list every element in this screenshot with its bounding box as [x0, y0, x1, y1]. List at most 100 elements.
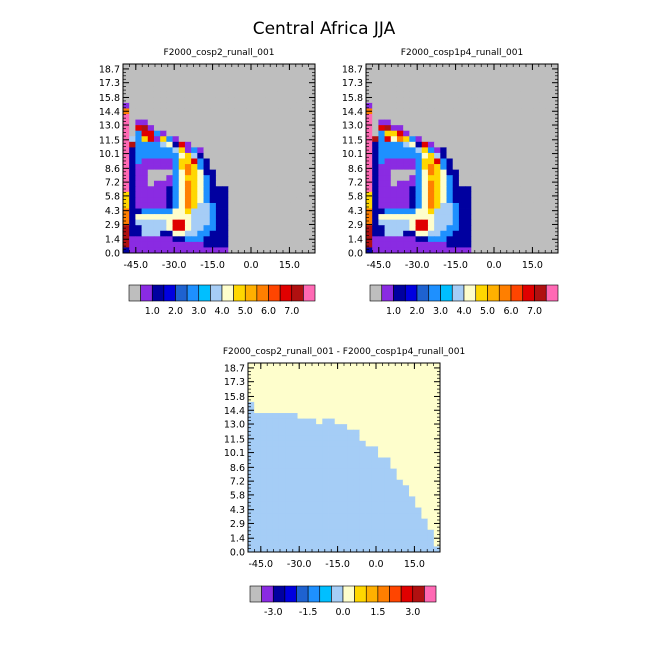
heatmap-cell	[353, 429, 360, 436]
heatmap-cell	[390, 407, 398, 414]
heatmap-cell	[308, 197, 316, 204]
y-tick-label: 13.0	[99, 121, 120, 132]
heatmap-cell	[551, 202, 559, 209]
heatmap-cell	[334, 524, 342, 531]
heatmap-cell	[421, 130, 429, 137]
heatmap-cell	[433, 374, 441, 381]
heatmap-cell	[191, 241, 198, 248]
heatmap-cell	[271, 186, 279, 193]
heatmap-cell	[147, 158, 155, 165]
heatmap-cell	[160, 219, 167, 226]
heatmap-cell	[184, 241, 192, 248]
heatmap-cell	[403, 64, 410, 70]
heatmap-cell	[545, 164, 553, 171]
heatmap-cell	[178, 225, 186, 232]
heatmap-cell	[153, 175, 161, 182]
heatmap-cell	[347, 490, 354, 497]
heatmap-cell	[254, 401, 261, 408]
heatmap-cell	[166, 152, 173, 159]
x-tick-label: -15.0	[200, 260, 225, 271]
heatmap-cell	[297, 479, 305, 486]
heatmap-cell	[446, 91, 454, 98]
heatmap-cell	[123, 136, 130, 143]
heatmap-cell	[415, 175, 423, 182]
heatmap-cell	[248, 485, 255, 492]
heatmap-cell	[285, 501, 292, 508]
heatmap-cell	[222, 136, 229, 143]
heatmap-cell	[353, 474, 360, 481]
heatmap-cell	[322, 507, 329, 514]
heatmap-cell	[421, 379, 429, 386]
heatmap-cell	[296, 80, 304, 87]
heatmap-cell	[334, 407, 342, 414]
heatmap-cell	[191, 130, 198, 137]
heatmap-cell	[378, 524, 385, 531]
heatmap-cell	[371, 501, 379, 508]
heatmap-cell	[334, 418, 342, 425]
heatmap-cell	[308, 97, 316, 104]
heatmap-cell	[427, 496, 435, 503]
heatmap-cell	[141, 197, 149, 204]
heatmap-cell	[254, 413, 261, 419]
heatmap-cell	[254, 463, 261, 470]
heatmap-cell	[446, 80, 454, 87]
heatmap-cell	[259, 191, 266, 198]
heatmap-cell	[291, 368, 298, 375]
heatmap-cell	[322, 513, 329, 520]
heatmap-cell	[203, 97, 211, 104]
heatmap-cell	[434, 164, 441, 171]
heatmap-cell	[297, 413, 305, 419]
heatmap-cell	[203, 208, 211, 215]
heatmap-cell	[184, 186, 192, 193]
heatmap-cell	[129, 130, 136, 137]
heatmap-cell	[141, 230, 149, 237]
heatmap-cell	[228, 236, 235, 243]
heatmap-cell	[458, 130, 466, 137]
heatmap-cell	[316, 457, 323, 464]
heatmap-cell	[322, 363, 329, 369]
heatmap-cell	[197, 108, 204, 115]
heatmap-cell	[446, 158, 454, 165]
heatmap-cell	[303, 535, 311, 542]
heatmap-cell	[316, 546, 323, 553]
heatmap-cell	[465, 136, 472, 143]
heatmap-cell	[421, 97, 429, 104]
heatmap-cell	[409, 474, 416, 481]
heatmap-cell	[278, 379, 286, 386]
heatmap-cell	[172, 225, 180, 232]
heatmap-cell	[427, 191, 435, 198]
heatmap-cell	[265, 197, 273, 204]
heatmap-cell	[347, 468, 354, 475]
y-tick-label: 1.4	[348, 235, 363, 246]
heatmap-cell	[378, 64, 385, 70]
heatmap-cell	[421, 418, 429, 425]
heatmap-cell	[253, 125, 260, 132]
heatmap-cell	[215, 180, 223, 187]
heatmap-cell	[129, 197, 136, 204]
heatmap-cell	[291, 540, 298, 547]
heatmap-cell	[184, 247, 192, 254]
heatmap-cell	[533, 175, 540, 182]
heatmap-cell	[147, 108, 155, 115]
heatmap-cell	[290, 219, 297, 226]
heatmap-cell	[378, 501, 385, 508]
heatmap-cell	[514, 208, 522, 215]
heatmap-cell	[483, 114, 491, 120]
heatmap-cell	[240, 147, 248, 154]
heatmap-cell	[278, 490, 286, 497]
heatmap-cell	[390, 208, 398, 215]
heatmap-cell	[265, 247, 273, 254]
heatmap-cell	[366, 175, 373, 182]
heatmap-cell	[302, 152, 310, 159]
heatmap-cell	[496, 97, 503, 104]
heatmap-cell	[272, 479, 280, 486]
heatmap-cell	[434, 180, 441, 187]
heatmap-cell	[551, 180, 559, 187]
heatmap-cell	[409, 540, 416, 547]
heatmap-cells	[366, 64, 559, 254]
heatmap-cell	[246, 80, 254, 87]
heatmap-cell	[402, 385, 410, 392]
heatmap-cell	[340, 401, 348, 408]
heatmap-cell	[489, 80, 497, 87]
heatmap-cell	[409, 546, 416, 553]
